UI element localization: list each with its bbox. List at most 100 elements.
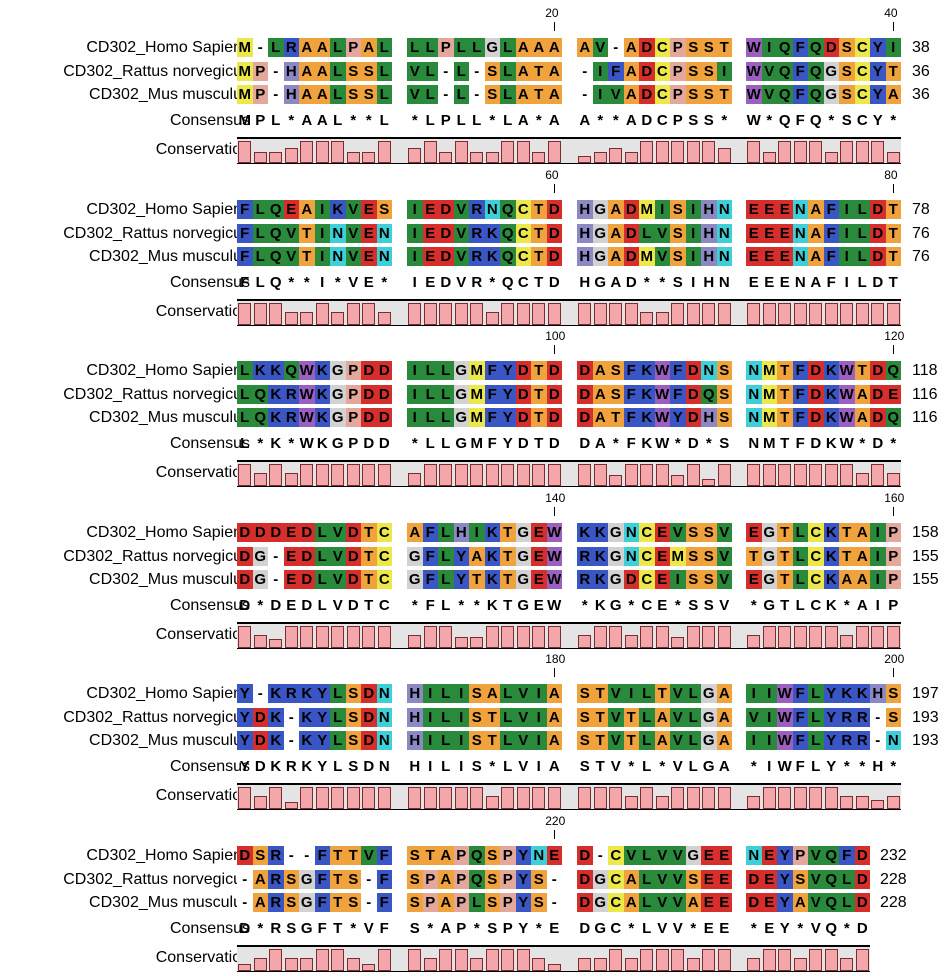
consensus-residue: K [270,757,282,775]
residue-cell: L [407,38,423,57]
residue-cell: L [469,38,485,57]
consensus-label: Consensus [169,596,250,614]
residue-cell: V [808,893,824,912]
consensus-residue: V [610,757,621,775]
residue-cell: L [685,731,701,750]
residue-cell: N [885,731,901,750]
residue-cell: Y [237,707,253,727]
residue-cell: D [299,570,315,589]
conservation-bar [717,302,731,325]
residue-cell: P [438,38,454,57]
consensus-residue: I [320,273,325,291]
consensus-residue: * [690,919,697,937]
residue-cell: L [808,707,824,727]
consensus-residue: N [718,273,730,291]
consensus-residue: L [317,596,327,614]
residue-cell: R [268,846,284,865]
residue-cell: L [639,223,655,243]
conservation-bar [315,140,329,163]
residue-cell: F [422,570,438,589]
residue-cell: G [330,361,346,380]
residue-cell: M [469,361,485,380]
residue-cell: S [283,893,299,912]
residue-cell: F [376,846,392,865]
residue-cell: Q [268,223,284,243]
position-tick-label: 220 [545,814,566,828]
consensus-residue: L [503,757,513,775]
conservation-bar [269,786,282,809]
sequence-end-number: 76 [912,224,930,242]
conservation-bar [423,463,437,486]
residue-cell: S [577,707,593,727]
residue-cell: E [654,546,670,566]
residue-cell: L [252,247,268,266]
residue-cell: M [639,200,655,219]
sequence-end-number: 155 [912,547,939,565]
consensus-residue: * [535,111,542,129]
residue-cell: D [870,223,886,243]
residue-cell: G [252,570,268,589]
residue-cell: T [716,85,732,104]
residue-cell: F [792,408,808,427]
consensus-residue: * [674,434,681,452]
residue-cell: Y [670,408,686,427]
consensus-residue: D [872,273,884,291]
residue-cell: G [299,869,315,889]
conservation-bar [655,795,669,809]
residue-cell: I [761,707,777,727]
residue-cell: C [515,200,531,219]
residue-cell: W [546,523,562,542]
consensus-residue: S [703,596,714,614]
residue-cell: K [484,546,500,566]
residue-cell: Y [515,869,531,889]
residue-cell: D [299,546,315,566]
residue-cell: D [577,408,593,427]
residue-cell: A [716,707,732,727]
residue-cell: V [515,684,531,703]
residue-cell: D [808,384,824,404]
residue-cell: E [701,869,717,889]
consensus-residue: Y [502,434,513,452]
consensus-residue: V [719,596,730,614]
position-tick-label: 80 [884,168,898,182]
conservation-bar [840,634,853,648]
residue-cell: P [422,869,438,889]
residue-cell: E [746,570,762,589]
consensus-residue: G [455,434,468,452]
residue-cell: L [500,61,516,81]
residue-cell: K [268,408,284,427]
residue-cell: A [592,408,608,427]
consensus-residue: F [795,111,805,129]
residue-cell: A [252,869,268,889]
residue-cell: A [546,85,562,104]
consensus-residue: E [657,596,668,614]
residue-cell: I [469,523,485,542]
conservation-bar [346,463,360,486]
residue-cell: V [716,570,732,589]
consensus-residue: D [378,434,390,452]
residue-cell: A [885,85,901,104]
residue-cell: V [515,707,531,727]
residue-cell: C [808,523,824,542]
consensus-residue: * [427,919,434,937]
residue-cell: V [283,247,299,266]
consensus-residue: L [333,757,343,775]
consensus-residue: L [240,434,250,452]
residue-cell: K [484,570,500,589]
consensus-residue: T [888,273,898,291]
sequence-end-number: 155 [912,571,939,588]
consensus-residue: S [841,111,852,129]
consensus-residue: D [872,434,884,452]
residue-cell: - [870,731,886,750]
residue-cell: G [823,85,839,104]
residue-cell: - [438,61,454,81]
residue-cell: S [701,85,717,104]
residue-cell: F [792,731,808,750]
residue-cell: F [792,38,808,57]
conservation-bar [655,140,669,163]
residue-cell: A [314,61,330,81]
conservation-bar [470,786,483,809]
residue-cell: A [623,61,639,81]
residue-cell: L [330,731,346,750]
residue-cell: D [546,408,562,427]
